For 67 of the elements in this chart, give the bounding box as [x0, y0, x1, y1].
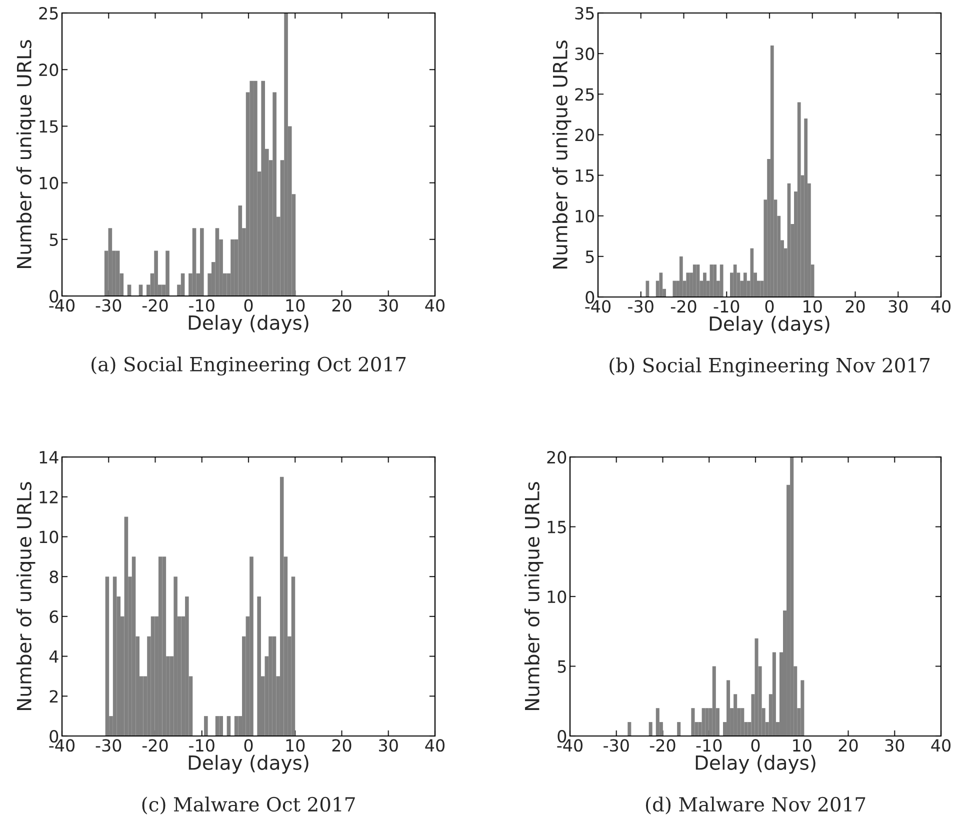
x-tick-label: 0 — [244, 739, 253, 752]
y-tick-label: 15 — [40, 120, 58, 133]
y-tick-label: 5 — [558, 660, 566, 673]
y-tick-label: 5 — [50, 234, 58, 246]
y-tick-label: 15 — [576, 169, 594, 182]
x-tick-label: 10 — [286, 739, 305, 752]
x-tick-label: -20 — [142, 739, 168, 752]
x-axis-title: Delay (days) — [188, 754, 308, 774]
x-tick-label: 20 — [332, 739, 352, 752]
x-tick-label: 20 — [846, 300, 865, 313]
x-tick-label: -30 — [96, 739, 122, 752]
y-tick-label: 14 — [40, 451, 58, 464]
y-tick-label: 10 — [40, 176, 58, 190]
y-tick-label: 25 — [575, 88, 594, 101]
text: (d) Malware Nov 2017 — [646, 796, 866, 814]
y-tick-label: 12 — [40, 490, 58, 504]
y-tick-label: 30 — [575, 48, 594, 60]
x-tick-label: -20 — [142, 299, 168, 312]
y-axis-title: Number of unique URLs — [16, 482, 36, 710]
y-axis-title: Number of unique URLs — [16, 40, 36, 268]
y-axis-title: Number of unique URLs — [552, 40, 572, 268]
x-tick-label: -10 — [189, 299, 214, 312]
x-tick-label: 0 — [765, 300, 774, 313]
x-tick-label: 30 — [379, 299, 398, 312]
x-tick-label: -20 — [670, 300, 696, 313]
x-tick-label: 40 — [425, 739, 444, 752]
y-tick-label: 25 — [39, 6, 58, 20]
x-tick-label: -10 — [714, 300, 740, 313]
y-tick-label: 20 — [547, 450, 566, 464]
y-tick-label: 6 — [50, 610, 58, 623]
x-tick-label: 40 — [931, 300, 950, 313]
text: (c) Malware Oct 2017 — [142, 796, 355, 814]
y-tick-label: 35 — [575, 6, 594, 20]
y-tick-label: 10 — [40, 530, 58, 544]
y-tick-label: 2 — [50, 690, 58, 702]
x-axis-title: Delay (days) — [188, 314, 308, 334]
text: (b) Social Engineering Nov 2017 — [610, 357, 930, 377]
x-tick-label: 0 — [751, 739, 760, 752]
x-tick-label: -30 — [96, 299, 122, 312]
y-tick-label: 20 — [39, 64, 58, 76]
y-tick-label: 4 — [49, 650, 58, 663]
x-tick-label: -20 — [650, 739, 676, 752]
y-tick-label: 20 — [575, 128, 594, 142]
y-tick-label: 5 — [586, 250, 594, 263]
y-tick-label: 10 — [576, 210, 594, 222]
x-tick-label: -10 — [696, 739, 722, 752]
text: (a) Social Engineering Oct 2017 — [92, 356, 406, 376]
y-axis-title: Number of unique URLs — [524, 482, 544, 710]
x-tick-label: 20 — [838, 739, 858, 752]
y-tick-label: 10 — [548, 590, 566, 604]
x-tick-label: 10 — [804, 300, 822, 313]
x-tick-label: 30 — [885, 739, 904, 752]
x-axis-title: Delay (days) — [696, 754, 816, 774]
x-tick-label: 30 — [379, 739, 398, 752]
x-tick-label: 10 — [793, 739, 812, 752]
x-tick-label: 0 — [244, 299, 253, 312]
x-tick-label: -30 — [628, 300, 654, 313]
x-tick-label: -10 — [189, 739, 214, 752]
x-tick-label: 30 — [888, 300, 908, 313]
x-tick-label: 10 — [286, 299, 305, 312]
x-tick-label: 40 — [425, 299, 444, 312]
x-tick-label: 40 — [931, 739, 950, 752]
x-axis-title: Delay (days) — [710, 316, 830, 335]
x-tick-label: -30 — [604, 739, 629, 752]
y-tick-label: 15 — [548, 520, 566, 534]
x-tick-label: 20 — [332, 299, 352, 312]
y-tick-label: 8 — [50, 570, 58, 584]
